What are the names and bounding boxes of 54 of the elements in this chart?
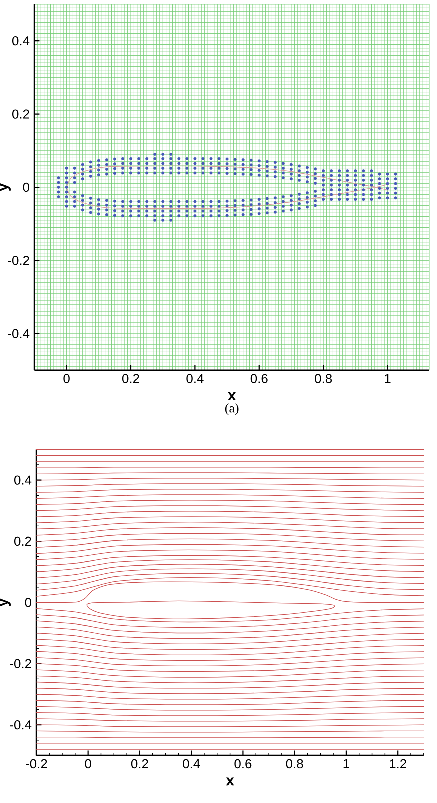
line-series: [36, 632, 424, 645]
y-tick-label: -0.4: [8, 329, 30, 338]
y-tick-label: -0.4: [10, 720, 32, 730]
line-series: [36, 544, 424, 554]
line-series: [36, 620, 424, 634]
line-series: [36, 626, 424, 639]
line-series: [36, 550, 424, 560]
line-series: [36, 528, 424, 536]
x-tick-label: 1: [385, 374, 391, 384]
x-axis-title: x: [226, 778, 234, 786]
y-tick-label: 0.2: [14, 536, 32, 546]
x-axis-title: x: [228, 392, 236, 400]
x-tick-label: 0: [85, 759, 92, 769]
line-series: [36, 614, 424, 628]
x-tick-label: 1: [344, 759, 350, 768]
y-axis-title: y: [0, 598, 11, 607]
line-series: [36, 538, 424, 548]
line-series: [36, 555, 424, 566]
line-series: [36, 651, 424, 661]
x-tick-label: 0.4: [183, 759, 200, 769]
line-series: [36, 573, 424, 591]
x-tick-label: 0.2: [122, 374, 140, 384]
line-series: [36, 682, 424, 689]
y-axis-title: y: [0, 183, 11, 192]
x-tick-label: 0.8: [286, 759, 304, 769]
x-tick-label: 0.4: [186, 374, 204, 384]
line-series: [36, 568, 424, 585]
y-tick-label: 0: [25, 598, 32, 608]
y-tick-label: 0: [23, 182, 30, 192]
x-tick-label: 0: [64, 374, 70, 384]
x-tick-label: 0.6: [234, 759, 252, 769]
line-series: [36, 516, 424, 524]
x-tick-label: 1.2: [390, 759, 406, 768]
y-tick-label: -0.2: [8, 256, 30, 266]
y-tick-label: 0.4: [12, 36, 30, 46]
line-series: [36, 676, 424, 684]
line-series: [36, 564, 424, 579]
line-series: [36, 657, 424, 666]
line-series: [36, 533, 424, 542]
y-tick-label: 0.2: [12, 110, 30, 119]
y-tick-label: -0.2: [10, 659, 32, 668]
line-series: [36, 560, 424, 572]
x-tick-label: 0.2: [131, 759, 148, 769]
y-tick-label: 0.4: [14, 476, 32, 485]
x-tick-label: 0.6: [250, 374, 268, 384]
line-series: [36, 608, 424, 623]
line-series: [36, 582, 424, 604]
x-tick-label: 0.8: [315, 374, 332, 384]
line-series: [36, 639, 424, 650]
line-series: [36, 664, 424, 672]
line-series: [36, 522, 424, 530]
line-series: [36, 670, 424, 678]
line-series: [36, 645, 424, 656]
text: (a): [225, 404, 239, 416]
